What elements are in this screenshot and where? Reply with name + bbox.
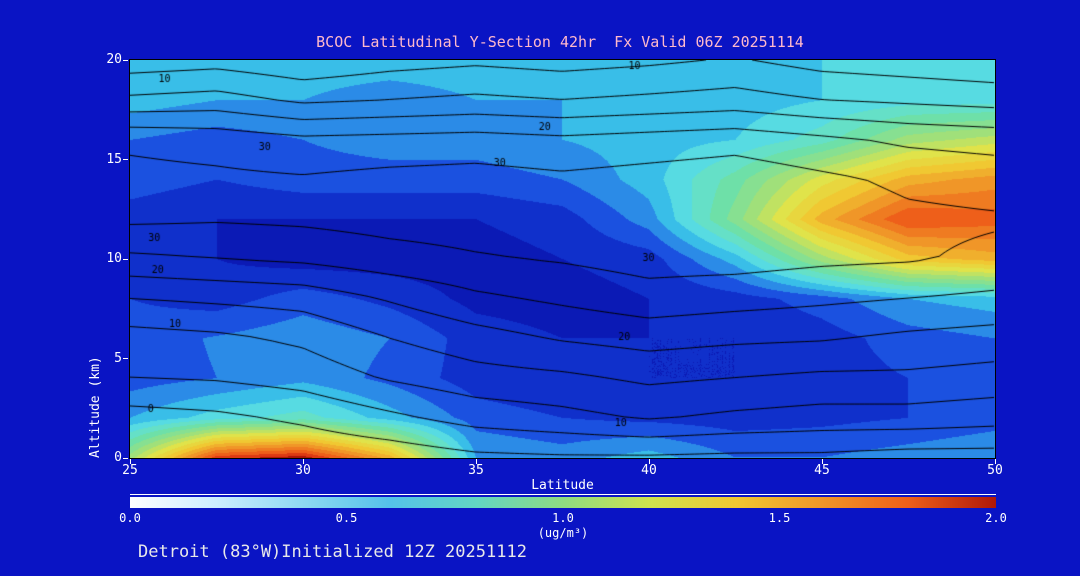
x-tick-mark — [648, 459, 650, 464]
colorbar-units-label: (ug/m³) — [537, 526, 589, 540]
y-tick-mark — [123, 457, 128, 459]
x-tick-label: 40 — [641, 463, 657, 478]
y-tick-label: 20 — [106, 52, 122, 67]
colorbar-tick-label: 1.5 — [768, 511, 791, 525]
colorbar — [130, 497, 996, 508]
footer-text: Detroit (83°W)Initialized 12Z 20251112 — [138, 542, 527, 562]
x-tick-label: 50 — [987, 463, 1003, 478]
y-tick-label: 5 — [114, 350, 122, 366]
x-tick-mark — [302, 459, 304, 464]
colorbar-frame-line — [130, 494, 996, 495]
x-tick-mark — [129, 459, 131, 464]
y-tick-mark — [123, 59, 128, 61]
x-tick-label: 45 — [814, 463, 830, 478]
x-tick-label: 35 — [468, 463, 484, 478]
colorbar-tick-label: 0.5 — [335, 511, 358, 525]
x-tick-mark — [821, 459, 823, 464]
y-tick-label: 0 — [114, 450, 122, 465]
x-axis-title: Latitude — [531, 478, 594, 493]
colorbar-tick-label: 1.0 — [552, 511, 574, 525]
colorbar-tick-label: 0.0 — [119, 511, 141, 525]
x-tick-mark — [475, 459, 477, 464]
x-tick-label: 25 — [122, 463, 138, 478]
y-tick-mark — [123, 358, 128, 359]
x-tick-label: 30 — [295, 463, 311, 478]
colorbar-tick-label: 2.0 — [985, 511, 1007, 525]
y-tick-label: 15 — [106, 151, 122, 167]
y-tick-mark — [123, 258, 128, 260]
chart-title: BCOC Latitudinal Y-Section 42hr Fx Valid… — [316, 33, 804, 51]
x-tick-mark — [994, 459, 996, 464]
y-tick-mark — [123, 159, 128, 160]
y-tick-label: 10 — [106, 251, 122, 266]
heatmap-canvas — [130, 60, 995, 458]
plot-area — [129, 59, 996, 459]
